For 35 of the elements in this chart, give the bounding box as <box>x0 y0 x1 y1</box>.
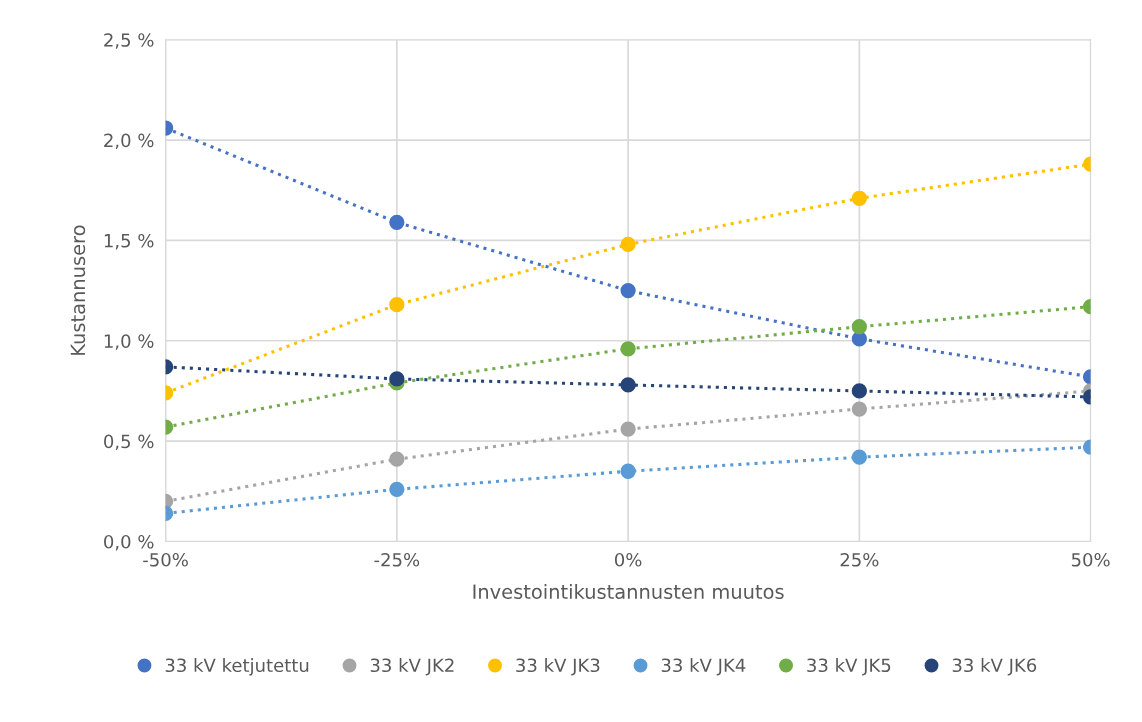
y-tick-label: 0,0 % <box>104 534 154 551</box>
legend-label: 33 kV JK5 <box>807 658 891 676</box>
point <box>851 401 867 417</box>
x-tick-label: 0% <box>614 552 642 567</box>
y-tick-label: 2,5 % <box>104 33 154 49</box>
y-tick-label: 0,5 % <box>104 434 154 451</box>
x-tick-label: -50% <box>143 552 188 567</box>
point <box>389 297 405 313</box>
y-axis-title: Kustannusero <box>70 225 86 355</box>
y-tick-label: 1,0 % <box>104 334 154 350</box>
point <box>851 319 867 335</box>
point <box>620 282 636 299</box>
legend-label: 33 kV ketjutettu <box>165 658 309 676</box>
legend-label: 33 kV JK6 <box>952 658 1037 676</box>
point <box>851 383 867 399</box>
x-tick-label: -25% <box>374 552 420 567</box>
x-axis-title: Investointikustannusten muutos <box>473 583 784 600</box>
x-tick-label: 25% <box>840 552 879 567</box>
point <box>620 236 636 253</box>
point <box>620 341 636 357</box>
x-tick-label: 50% <box>1071 552 1110 567</box>
point <box>389 214 405 231</box>
point <box>851 449 867 465</box>
point <box>389 451 405 467</box>
legend-label: 33 kV JK2 <box>370 658 454 676</box>
point <box>389 371 405 387</box>
point <box>620 421 636 437</box>
legend-label: 33 kV JK4 <box>661 658 746 676</box>
point <box>389 481 405 497</box>
y-tick-label: 2,0 % <box>104 133 154 150</box>
point <box>620 463 636 479</box>
y-tick-label: 1,5 % <box>104 233 154 250</box>
point <box>851 190 867 206</box>
legend-label: 33 kV JK3 <box>516 658 600 676</box>
point <box>620 377 636 393</box>
